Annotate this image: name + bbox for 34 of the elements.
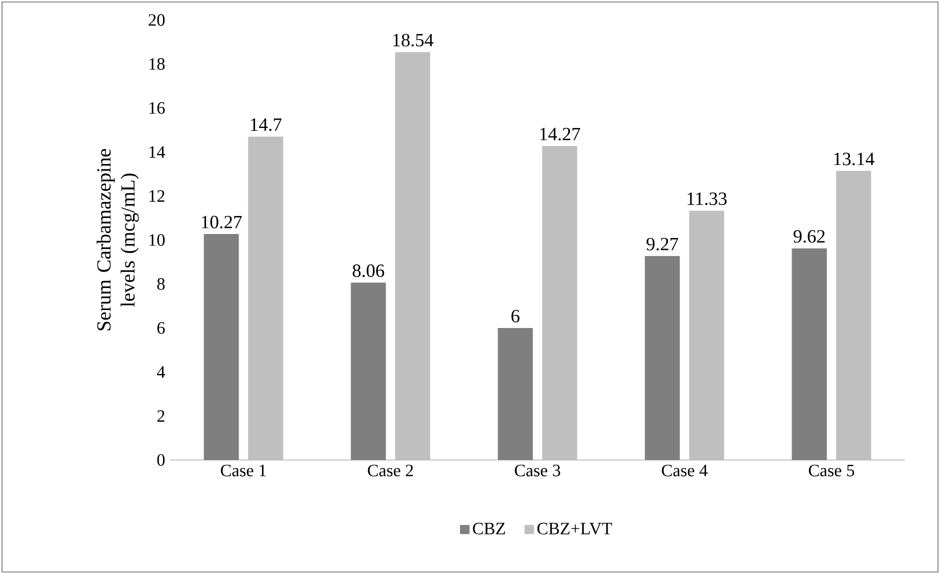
- x-tick-label: Case 1: [220, 464, 266, 476]
- y-tick-label: 10: [149, 234, 165, 246]
- y-tick-label: 12: [149, 190, 164, 202]
- data-label: 14.7: [250, 118, 282, 131]
- bar: [350, 282, 386, 460]
- legend-label: CBZ: [472, 522, 505, 534]
- data-label: 8.06: [352, 264, 384, 278]
- legend-label: CBZ+LVT: [537, 522, 612, 535]
- data-label: 18.54: [393, 34, 434, 47]
- y-tick-label: 0: [157, 454, 165, 466]
- data-label: 11.33: [688, 192, 727, 206]
- data-label: 6: [511, 310, 520, 322]
- y-tick-label: 8: [157, 278, 165, 290]
- y-tick-label: 14: [149, 146, 166, 158]
- y-tick-label: 2: [157, 410, 164, 422]
- data-label: 13.14: [834, 152, 874, 166]
- x-tick-label: Case 3: [514, 464, 560, 476]
- bar: [204, 234, 239, 460]
- y-axis-title: Serum Carbamazepine levels (mcg/mL): [96, 149, 139, 330]
- y-tick-label: 20: [148, 14, 165, 26]
- y-tick-label: 16: [149, 102, 165, 114]
- x-tick-label: Case 2: [368, 464, 413, 476]
- data-label: 14.27: [540, 128, 580, 140]
- data-label: 9.27: [646, 238, 678, 250]
- bar: [792, 248, 827, 460]
- x-tick-label: Case 4: [662, 464, 708, 476]
- data-label: 9.62: [794, 230, 825, 243]
- bar: [498, 328, 533, 460]
- y-tick-label: 6: [157, 322, 165, 334]
- bar: [644, 256, 680, 460]
- data-label: 10.27: [202, 216, 242, 228]
- y-tick-label: 4: [156, 366, 166, 378]
- y-tick-label: 18: [149, 58, 165, 70]
- x-tick-label: Case 5: [808, 464, 854, 476]
